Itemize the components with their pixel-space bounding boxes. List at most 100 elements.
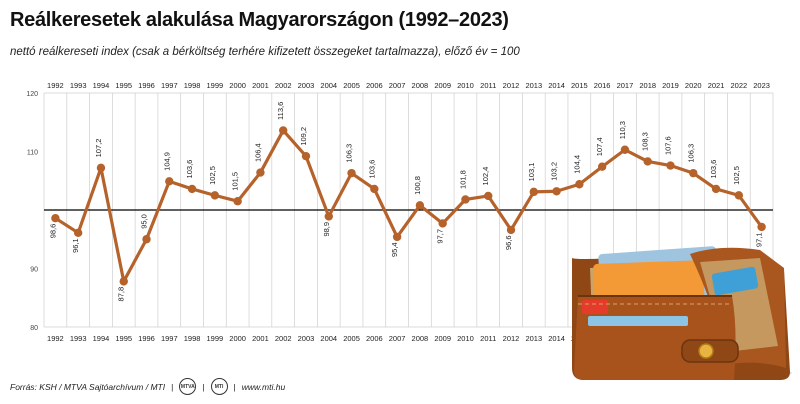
x-tick-label-top: 2017 [617,81,634,90]
x-tick-label-top: 2011 [480,81,496,90]
data-label-group: 107,4 [595,137,604,156]
data-point [279,126,288,135]
data-point [51,213,60,223]
data-label: 103,1 [527,163,536,182]
data-point [438,219,447,228]
data-point [711,184,721,194]
data-point [324,212,333,221]
x-tick-label-top: 2004 [320,81,337,90]
y-tick-label: 110 [27,150,38,157]
data-label: 96,6 [504,235,513,250]
data-label-group: 103,6 [709,160,718,179]
data-point [461,195,470,204]
x-tick-label-bottom: 1997 [161,334,178,343]
data-label: 103,6 [185,160,194,179]
data-point [301,151,311,161]
x-tick-label-top: 2009 [434,81,451,90]
data-label: 96,1 [71,238,80,253]
x-tick-label-bottom: 2004 [320,334,337,343]
mtva-logo: MTVA [179,378,197,395]
x-tick-label-bottom: 1998 [184,334,201,343]
x-tick-label-top: 2000 [229,81,246,90]
data-label: 103,6 [367,160,376,179]
data-label: 109,2 [299,127,308,146]
data-label-group: 100,8 [413,176,422,195]
chart-title: Reálkeresetek alakulása Magyarországon (… [10,9,509,31]
data-label: 97,7 [436,229,445,244]
data-label-group: 106,4 [253,143,262,162]
data-point [529,187,538,197]
x-tick-label-top: 2008 [412,81,429,90]
x-tick-label-top: 1996 [138,81,155,90]
data-label-group: 107,6 [663,136,672,155]
data-label-group: 106,3 [345,144,354,163]
data-label-group: 108,3 [641,132,650,151]
mti-logo: MTI [210,378,228,395]
data-label-group: 96,1 [71,238,80,253]
data-label-group: 110,3 [618,121,627,139]
data-label-group: 97,1 [755,232,764,247]
x-tick-label-bottom: 2001 [252,334,269,343]
x-tick-label-bottom: 1994 [93,334,110,343]
website-link[interactable]: www.mti.hu [241,381,286,392]
x-tick-label-top: 2015 [571,81,588,90]
data-point [142,235,151,244]
data-point [73,228,83,238]
data-label-group: 98,9 [322,222,331,237]
data-label: 102,5 [208,166,217,185]
data-point [96,163,106,173]
x-tick-label-bottom: 1999 [207,334,224,343]
data-point [165,177,174,186]
data-point [734,191,744,200]
data-point [666,161,675,170]
data-label-group: 103,1 [527,163,536,182]
source-text: Forrás: KSH / MTVA Sajtóarchívum / MTI [10,381,166,392]
data-point [347,168,356,178]
data-point [643,157,652,166]
x-tick-label-bottom: 2008 [412,334,429,343]
data-point [757,222,766,232]
x-tick-label-top: 2001 [252,81,269,90]
x-tick-label-bottom: 2003 [298,334,315,343]
footer: Forrás: KSH / MTVA Sajtóarchívum / MTI |… [10,378,285,395]
data-label-group: 104,9 [162,152,171,171]
data-label: 107,2 [94,139,103,158]
x-tick-label-top: 2023 [753,81,770,90]
data-label: 113,6 [276,102,285,120]
data-point [256,168,265,177]
x-tick-label-bottom: 2011 [480,334,496,343]
data-point [187,184,197,194]
x-tick-label-top: 2003 [298,81,315,90]
x-tick-label-top: 2012 [503,81,520,90]
y-tick-label: 90 [30,267,38,274]
data-label: 108,3 [641,132,650,151]
x-tick-label-top: 2013 [525,81,542,90]
data-point [415,201,425,210]
data-label-group: 102,4 [481,167,490,186]
series-layer: 98,6 96,1 107,2 87,8 95,0 104,9 103,6 102,5 101,… [48,102,766,301]
data-label: 102,5 [732,166,741,185]
data-label-group: 103,6 [367,160,376,179]
y-tick-label: 80 [30,325,38,332]
data-label: 103,6 [709,160,718,179]
axis-layer: 1992 1992 1993 1993 1994 1994 1995 1995 1996 1996… [26,81,770,343]
x-tick-label-top: 2010 [457,81,474,90]
x-tick-label-bottom: 2006 [366,334,383,343]
chart-subtitle: nettó reálkereseti index (csak a bérkölt… [10,46,520,58]
data-label: 101,8 [458,170,467,189]
x-tick-label-top: 2014 [548,81,565,90]
x-tick-label-bottom: 2010 [457,334,474,343]
data-point [370,184,379,194]
data-label: 95,4 [390,242,399,257]
data-label-group: 109,2 [299,127,308,146]
x-tick-label-top: 2005 [343,81,360,90]
x-tick-label-bottom: 2009 [434,334,451,343]
x-tick-label-bottom: 1993 [70,334,87,343]
x-tick-label-top: 1994 [93,81,110,90]
data-label: 104,9 [162,152,171,171]
data-label-group: 97,7 [436,229,445,244]
data-label: 106,3 [686,144,695,163]
data-label: 110,3 [618,121,627,139]
data-point [484,191,493,201]
